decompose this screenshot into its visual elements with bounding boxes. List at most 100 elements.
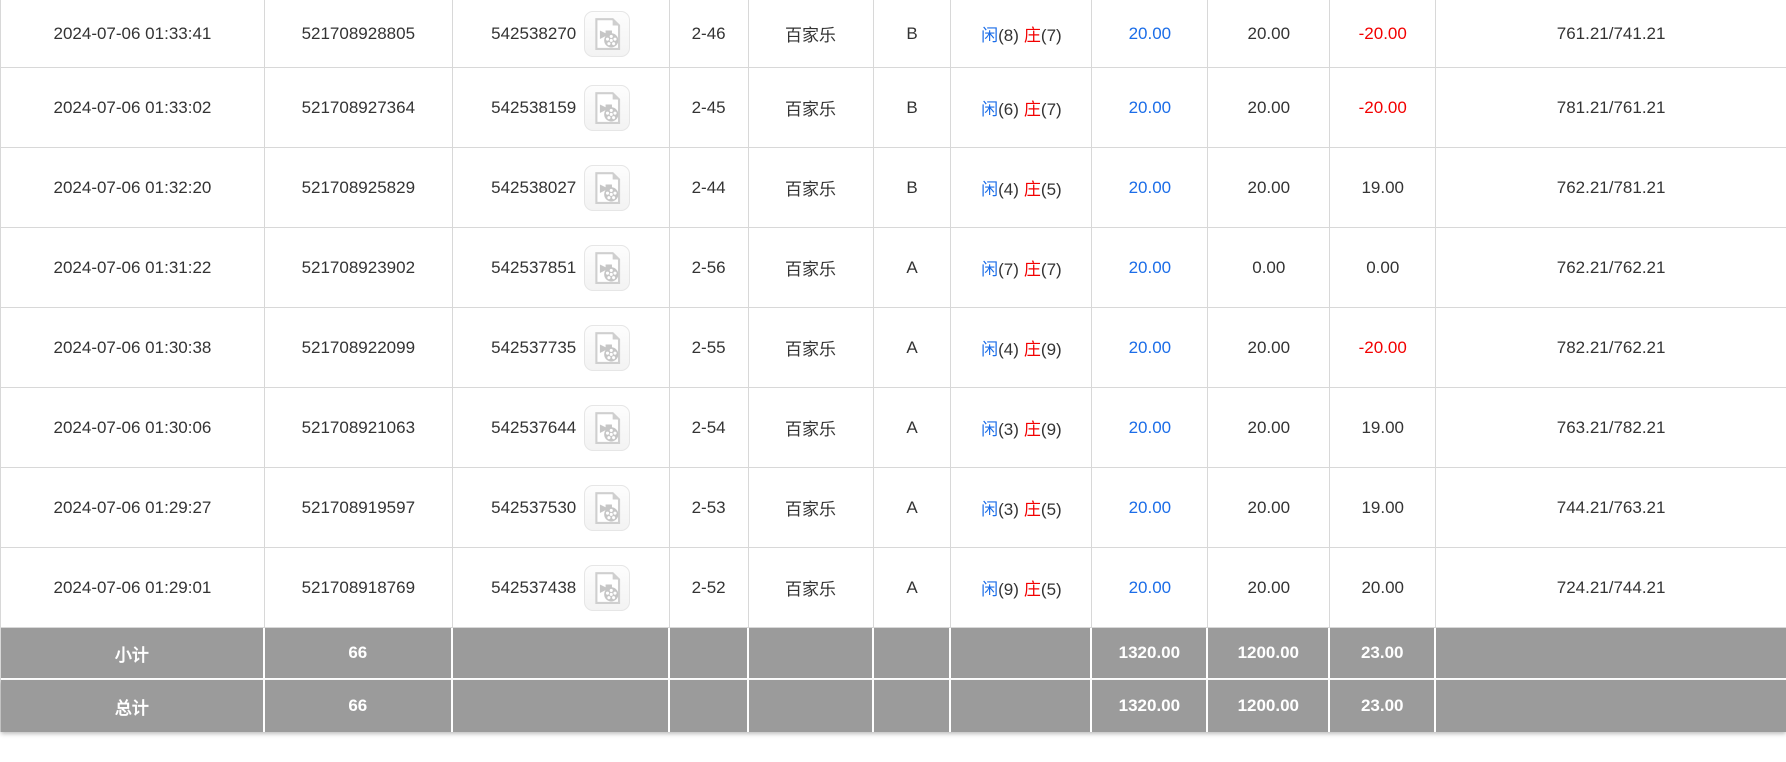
table-flag: A [906,577,918,597]
video-record-icon [595,411,621,444]
table-row: 2024-07-06 01:31:22 521708923902 5425378… [1,228,1786,308]
cell-win-loss: 0.00 [1330,228,1437,307]
cell-balance: 761.21/741.21 [1436,0,1786,67]
subtotal-empty [453,628,670,678]
cell-win-loss: 19.00 [1330,388,1437,467]
round-no: 2-45 [691,97,726,117]
player-label: 闲 [981,26,999,45]
video-record-icon [595,571,621,604]
bet-time: 2024-07-06 01:33:02 [53,97,212,117]
banker-result: 庄(5) [1024,575,1062,600]
player-result: 闲(7) [981,255,1019,280]
banker-result: 庄(7) [1024,21,1062,46]
valid-bet-link[interactable]: 20.00 [1128,337,1172,357]
bet-time: 2024-07-06 01:29:01 [53,577,212,597]
cell-valid-bet: 20.00 [1092,548,1209,627]
total-label: 总计 [1,680,265,732]
table-flag: B [906,23,918,43]
player-score: (7) [998,260,1019,279]
valid-bet-link[interactable]: 20.00 [1128,417,1172,437]
valid-bet-link[interactable]: 20.00 [1128,23,1172,43]
bet-time: 2024-07-06 01:30:06 [53,417,212,437]
game-no: 542538027 [491,177,577,197]
cell-table-flag: A [874,548,952,627]
cell-bet-time: 2024-07-06 01:29:01 [1,548,265,627]
cell-bet-time: 2024-07-06 01:31:22 [1,228,265,307]
video-replay-button[interactable] [584,324,631,371]
total-empty [670,680,749,732]
game-type: 百家乐 [785,180,837,199]
order-no: 521708928805 [301,23,416,43]
total-empty [1436,680,1786,732]
cell-game-no: 542538027 [453,148,670,227]
video-replay-button[interactable] [584,244,631,291]
cell-game-no: 542537438 [453,548,670,627]
video-replay-button[interactable] [584,10,631,57]
cell-round: 2-52 [670,548,749,627]
banker-result: 庄(5) [1024,175,1062,200]
cell-bet-amount: 20.00 [1208,308,1331,387]
cell-valid-bet: 20.00 [1092,68,1209,147]
video-record-icon [595,91,621,124]
valid-bet-link[interactable]: 20.00 [1128,497,1172,517]
cell-win-loss: 19.00 [1330,148,1437,227]
game-type: 百家乐 [785,260,837,279]
game-type: 百家乐 [785,340,837,359]
cell-round: 2-53 [670,468,749,547]
cell-valid-bet: 20.00 [1092,228,1209,307]
banker-label: 庄 [1023,580,1041,599]
video-replay-button[interactable] [584,164,631,211]
valid-bet-link[interactable]: 20.00 [1128,97,1172,117]
order-no: 521708927364 [301,97,416,117]
valid-bet-link[interactable]: 20.00 [1128,177,1172,197]
subtotal-count: 66 [265,628,453,678]
cell-table-flag: A [874,388,952,467]
video-replay-button[interactable] [584,404,631,451]
player-label: 闲 [981,340,999,359]
cell-valid-bet: 20.00 [1092,0,1209,67]
cell-round: 2-46 [670,0,749,67]
cell-valid-bet: 20.00 [1092,468,1209,547]
cell-bet-time: 2024-07-06 01:30:06 [1,388,265,467]
cell-order-no: 521708918769 [265,548,453,627]
cell-bet-time: 2024-07-06 01:33:41 [1,0,265,67]
banker-score: (9) [1040,340,1062,359]
player-score: (8) [998,26,1019,45]
win-loss: -20.00 [1358,23,1407,43]
subtotal-empty [874,628,952,678]
cell-round: 2-44 [670,148,749,227]
cell-game-type: 百家乐 [749,228,874,307]
cell-bet-amount: 20.00 [1208,68,1331,147]
cell-win-loss: -20.00 [1330,0,1437,67]
game-type: 百家乐 [785,420,837,439]
player-result: 闲(8) [981,21,1019,46]
cell-bet-amount: 20.00 [1208,468,1331,547]
game-no: 542537438 [491,577,577,597]
banker-score: (5) [1040,500,1062,519]
bet-amount: 20.00 [1247,417,1291,437]
cell-game-result: 闲(4) 庄(9) [951,308,1093,387]
video-replay-button[interactable] [584,484,631,531]
banker-score: (5) [1040,180,1062,199]
win-loss: 19.00 [1361,497,1404,517]
player-score: (6) [998,100,1019,119]
cell-balance: 762.21/781.21 [1436,148,1786,227]
table-flag: A [906,337,918,357]
game-type: 百家乐 [785,26,837,45]
total-empty [874,680,952,732]
table-flag: A [906,257,918,277]
banker-score: (7) [1040,100,1062,119]
video-replay-button[interactable] [584,564,631,611]
video-record-icon [595,251,621,284]
cell-win-loss: 20.00 [1330,548,1437,627]
cell-game-result: 闲(4) 庄(5) [951,148,1093,227]
valid-bet-link[interactable]: 20.00 [1128,257,1172,277]
player-label: 闲 [981,100,999,119]
cell-valid-bet: 20.00 [1092,388,1209,467]
cell-table-flag: B [874,68,952,147]
cell-round: 2-54 [670,388,749,467]
valid-bet-link[interactable]: 20.00 [1128,577,1172,597]
table-row: 2024-07-06 01:29:01 521708918769 5425374… [1,548,1786,628]
video-replay-button[interactable] [584,84,631,131]
game-no: 542537644 [491,417,577,437]
